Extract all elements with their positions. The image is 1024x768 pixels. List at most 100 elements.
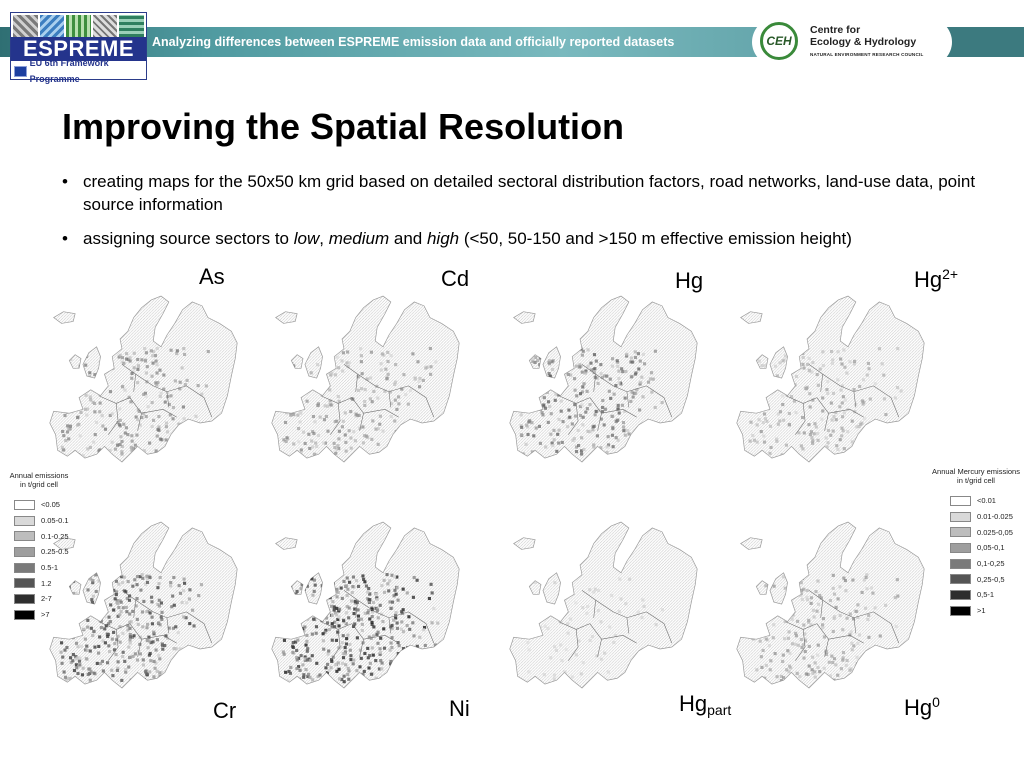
- country-border: [816, 623, 829, 657]
- legend-swatch: [950, 574, 971, 585]
- emission-map-hg0: [727, 512, 932, 702]
- slide-title: Improving the Spatial Resolution: [62, 106, 625, 147]
- country-border: [795, 629, 806, 661]
- country-border: [828, 635, 864, 644]
- map-svg: [509, 295, 698, 463]
- island-shape: [542, 572, 561, 605]
- legend-swatch: [14, 546, 35, 557]
- legend-label: 0,1-0,25: [977, 559, 1005, 569]
- island-shape: [528, 580, 542, 595]
- ceh-line3: NATURAL ENVIRONMENT RESEARCH COUNCIL: [810, 52, 924, 57]
- legend-label: 1.2: [41, 578, 52, 588]
- logo-tile: [119, 15, 144, 37]
- country-border: [873, 611, 900, 644]
- legend-label: 0.01-0.025: [977, 512, 1013, 522]
- term-medium: medium: [328, 229, 390, 248]
- country-border: [601, 635, 637, 644]
- country-border: [166, 617, 170, 634]
- legend-item: 0.5-1: [14, 560, 76, 576]
- emission-map-as: [40, 286, 245, 476]
- map-svg: [271, 295, 460, 463]
- country-border: [808, 364, 841, 387]
- country-border: [351, 397, 364, 431]
- country-border: [408, 385, 435, 418]
- country-border: [363, 635, 399, 644]
- island-shape: [755, 580, 769, 595]
- legend-label: <0.01: [977, 496, 996, 506]
- legend-item: 0,5-1: [950, 587, 1022, 603]
- country-border: [351, 623, 364, 657]
- country-border: [141, 635, 177, 644]
- logo-subtitle: EU 6th Framework Programme: [11, 58, 146, 84]
- island-shape: [740, 537, 763, 550]
- ceh-emblem-icon: CEH: [760, 22, 798, 60]
- legend-item: 0,25-0,5: [950, 571, 1022, 587]
- emission-map-hg2plus: [727, 286, 932, 476]
- legend-label: >7: [41, 610, 50, 620]
- country-border: [601, 409, 637, 418]
- map-svg: [49, 295, 238, 463]
- country-border: [121, 364, 154, 387]
- country-border: [363, 409, 399, 418]
- legend-label: >1: [977, 606, 986, 616]
- legend-label: <0.05: [41, 500, 60, 510]
- legend-item: 0,05-0,1: [950, 540, 1022, 556]
- bullet-text-end: (<50, 50-150 and >150 m effective emissi…: [459, 229, 852, 248]
- country-border: [589, 623, 602, 657]
- country-border: [133, 374, 136, 392]
- legend-annual-emissions: Annual emissions in t/grid cell <0.05 0.0…: [2, 471, 76, 623]
- map-label-ni: Ni: [449, 696, 470, 721]
- legend-swatch: [14, 593, 35, 604]
- country-border: [388, 391, 392, 408]
- legend-swatch: [14, 499, 35, 510]
- legend-swatch: [950, 511, 971, 522]
- island-shape: [290, 580, 304, 595]
- country-border: [343, 364, 376, 387]
- emission-map-cd: [262, 286, 467, 476]
- bullet-dot: •: [62, 172, 68, 191]
- legend-item: 0.025-0,05: [950, 524, 1022, 540]
- country-border: [355, 374, 358, 392]
- legend-title: Annual emissions in t/grid cell: [9, 471, 69, 489]
- bullet-text: creating maps for the 50x50 km grid base…: [83, 172, 976, 214]
- ceh-logo: CEH Centre for Ecology & Hydrology NATUR…: [752, 18, 952, 66]
- legend-swatch: [14, 578, 35, 589]
- map-label-cr: Cr: [213, 698, 237, 723]
- legend-label: 2-7: [41, 594, 52, 604]
- legend-swatch: [950, 589, 971, 600]
- legend-swatch: [950, 495, 971, 506]
- map-label-cd: Cd: [441, 266, 470, 291]
- country-border: [593, 600, 596, 618]
- country-border: [828, 409, 864, 418]
- legend-label: 0.5-1: [41, 563, 59, 573]
- legend-swatch: [14, 562, 35, 573]
- bullet-sep: ,: [319, 229, 329, 248]
- country-border: [646, 611, 673, 644]
- country-border: [388, 617, 392, 634]
- legend-swatch: [950, 542, 971, 553]
- legend-item: >1: [950, 603, 1022, 619]
- legend-item: 0,1-0,25: [950, 556, 1022, 572]
- country-border: [330, 403, 341, 435]
- legend-label: 0,25-0,5: [977, 574, 1005, 584]
- country-border: [186, 611, 213, 644]
- country-border: [873, 385, 900, 418]
- bullet-list: • creating maps for the 50x50 km grid ba…: [62, 170, 992, 261]
- espreme-logo: ESPREME EU 6th Framework Programme: [10, 12, 147, 84]
- country-border: [853, 391, 857, 408]
- map-svg: [49, 521, 238, 689]
- country-border: [626, 391, 630, 408]
- legend-item: 2-7: [14, 591, 76, 607]
- ceh-line1: Centre for: [810, 24, 861, 36]
- legend-item: 0.05-0.1: [14, 513, 76, 529]
- legend-label: 0.025-0,05: [977, 527, 1013, 537]
- country-border: [568, 403, 579, 435]
- country-border: [108, 403, 119, 435]
- logo-subtitle-text: EU 6th Framework Programme: [29, 58, 109, 84]
- legend-label: 0,5-1: [977, 590, 995, 600]
- map-label-hg: Hg: [675, 268, 704, 293]
- country-border: [820, 374, 823, 392]
- country-border: [820, 600, 823, 618]
- legend-swatch: [950, 527, 971, 538]
- map-svg: [736, 521, 925, 689]
